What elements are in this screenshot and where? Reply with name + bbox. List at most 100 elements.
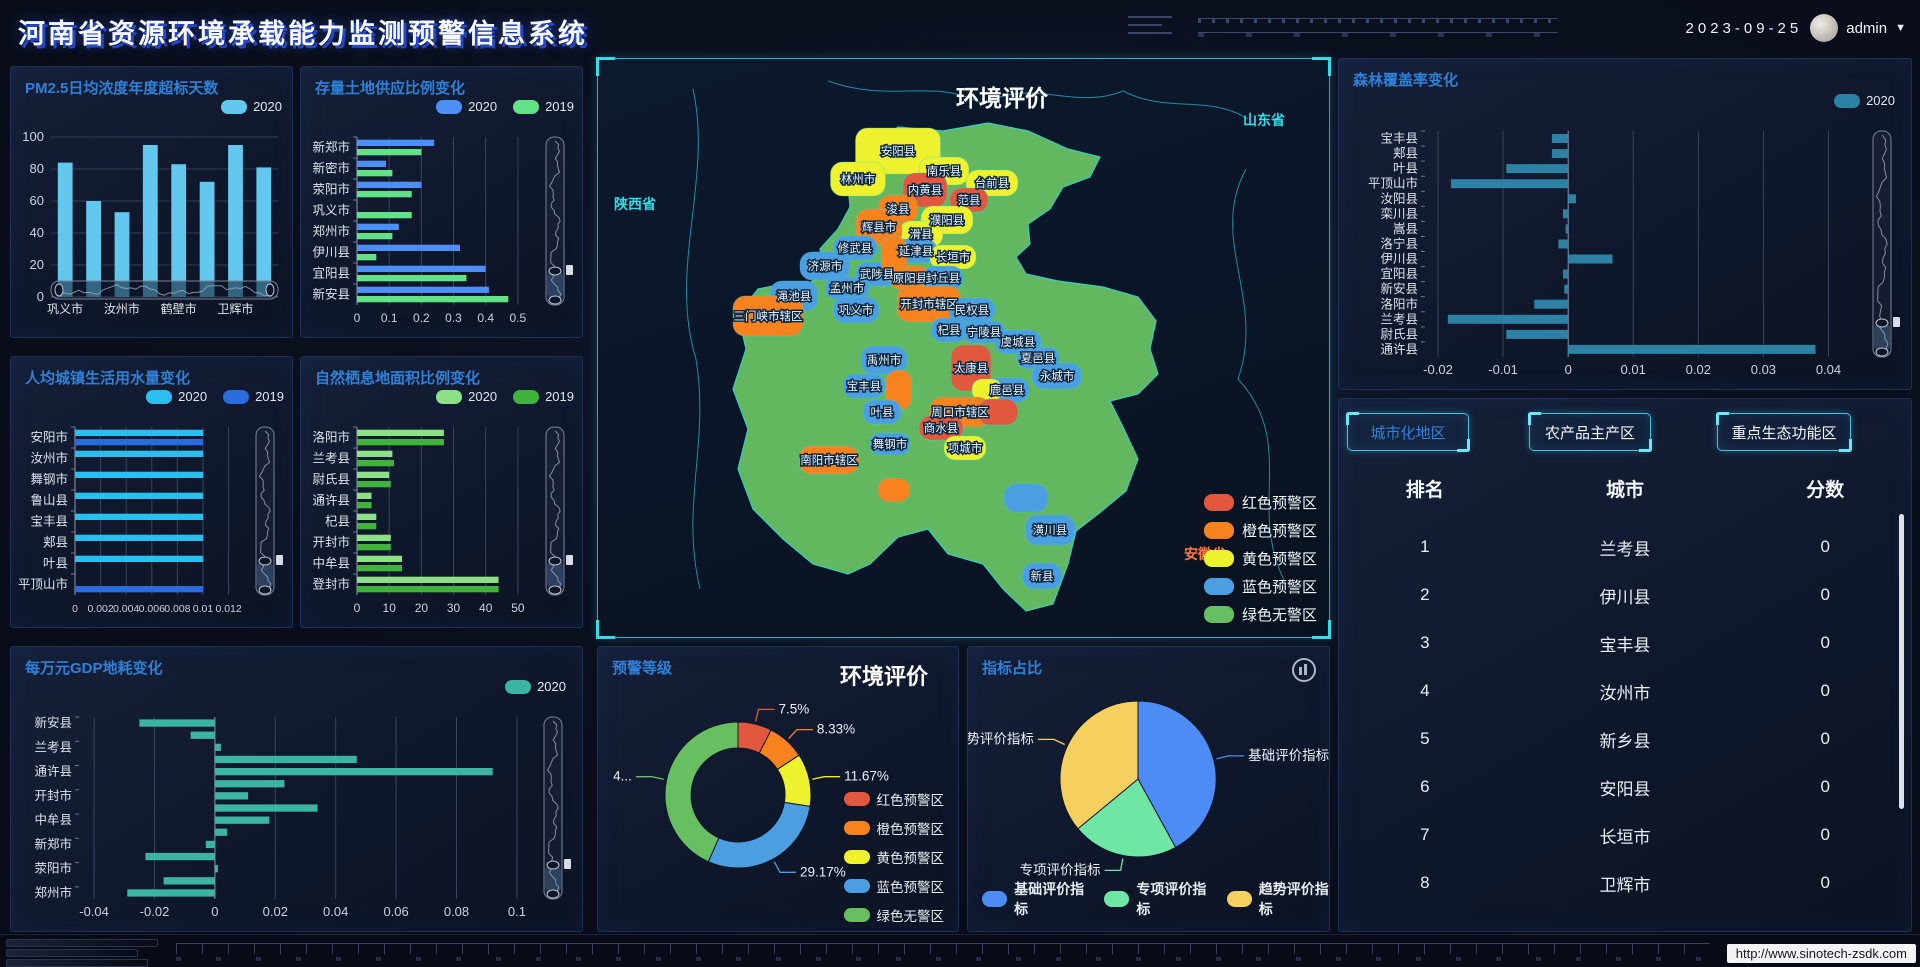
map-region bbox=[855, 208, 903, 246]
toolbox-chart-type-icon[interactable] bbox=[1291, 657, 1317, 688]
svg-text:新安县: 新安县 bbox=[1380, 281, 1418, 296]
legend-item[interactable]: 橙色预警区 bbox=[843, 818, 944, 838]
bar bbox=[214, 792, 249, 800]
map-region bbox=[1021, 562, 1063, 590]
app-title: 河南省资源环境承载能力监测预警信息系统 bbox=[18, 19, 588, 49]
svg-text:巩义市: 巩义市 bbox=[47, 301, 83, 316]
legend-item[interactable]: 专项评价指标 bbox=[1104, 879, 1206, 919]
legend-item[interactable]: 黄色预警区 bbox=[843, 847, 944, 867]
bar bbox=[357, 149, 422, 156]
map-region-label: 南阳市辖区 bbox=[800, 453, 858, 467]
bar bbox=[214, 865, 218, 873]
svg-text:通许县: 通许县 bbox=[312, 494, 350, 508]
bar bbox=[357, 170, 393, 177]
footer-timeline-ruler[interactable] bbox=[176, 943, 1710, 954]
bar bbox=[1506, 329, 1569, 339]
svg-text:宜阳县: 宜阳县 bbox=[1380, 266, 1418, 281]
bar bbox=[1568, 344, 1816, 354]
legend-item[interactable]: 绿色无警区 bbox=[843, 905, 944, 925]
map-region bbox=[880, 235, 908, 277]
bar bbox=[214, 780, 285, 788]
svg-text:0.02: 0.02 bbox=[263, 904, 288, 919]
gdp-legend[interactable]: 2020 bbox=[505, 679, 566, 694]
legend-item[interactable]: 2020 bbox=[436, 389, 497, 404]
map-region bbox=[732, 295, 804, 337]
warning-legend[interactable]: 红色预警区橙色预警区黄色预警区蓝色预警区绿色无警区 bbox=[843, 789, 944, 925]
user-menu-caret-icon[interactable]: ▼ bbox=[1895, 22, 1906, 34]
svg-text:通许县: 通许县 bbox=[34, 765, 72, 779]
map-legend-item[interactable]: 橙色预警区 bbox=[1203, 520, 1317, 541]
table-row: 4 汝州市 0 bbox=[1420, 681, 1830, 703]
legend-item[interactable]: 2020 bbox=[1834, 93, 1895, 108]
legend-item[interactable]: 2020 bbox=[505, 679, 566, 694]
legend-item[interactable]: 2019 bbox=[223, 389, 284, 404]
datazoom-slider bbox=[545, 426, 573, 596]
map-legend-item[interactable]: 蓝色预警区 bbox=[1203, 576, 1317, 597]
legend-item[interactable]: 2020 bbox=[221, 99, 282, 114]
legend-item[interactable]: 趋势评价指标 bbox=[1226, 879, 1329, 919]
map-region-label: 武陟县 bbox=[860, 267, 895, 281]
svg-text:-0.02: -0.02 bbox=[1423, 362, 1453, 377]
col-score: 分数 bbox=[1806, 480, 1845, 501]
tab-urbanized-area[interactable]: 城市化地区 bbox=[1346, 412, 1470, 452]
map-region-label: 内黄县 bbox=[908, 183, 943, 197]
legend-swatch-icon bbox=[1203, 578, 1234, 595]
bar bbox=[75, 492, 203, 499]
forest-legend[interactable]: 2020 bbox=[1834, 93, 1895, 108]
map-legend-item[interactable]: 黄色预警区 bbox=[1203, 548, 1317, 569]
map-title: 环境评价 bbox=[956, 85, 1048, 111]
footer-timeline-ruler-minor bbox=[176, 957, 1710, 961]
bar bbox=[357, 450, 393, 457]
province-boundary-line bbox=[1232, 168, 1287, 585]
legend-swatch-icon bbox=[1203, 606, 1234, 623]
ranking-scrollbar[interactable] bbox=[1899, 514, 1904, 809]
svg-text:平顶山市: 平顶山市 bbox=[1368, 176, 1418, 191]
map-region-label: 延津县 bbox=[899, 245, 934, 258]
legend-item[interactable]: 2020 bbox=[436, 99, 497, 114]
legend-item[interactable]: 2020 bbox=[146, 389, 207, 404]
map-region-label: 周口市辖区 bbox=[931, 405, 989, 419]
tab-agricultural-area[interactable]: 农产品主产区 bbox=[1528, 412, 1652, 452]
henan-map[interactable]: 安阳县 林州市 南乐县 台前县 内黄县 范县 浚县 濮阳县 滑县 辉县市 修武县 延津县 长垣市 济源市武… bbox=[598, 59, 1329, 637]
map-region bbox=[977, 398, 1019, 426]
land-legend[interactable]: 2020 2019 bbox=[436, 99, 574, 114]
datazoom-slider bbox=[50, 280, 279, 300]
svg-text:伊川县: 伊川县 bbox=[312, 246, 350, 260]
panel-pm25-title: PM2.5日均浓度年度超标天数 bbox=[25, 80, 219, 97]
map-region-label: 项城市 bbox=[948, 441, 983, 455]
legend-item[interactable]: 基础评价指标 bbox=[982, 879, 1084, 919]
table-row: 2 伊川县 0 bbox=[1420, 585, 1830, 607]
tab-ecological-area[interactable]: 重点生态功能区 bbox=[1716, 412, 1852, 452]
user-avatar bbox=[1810, 14, 1839, 42]
map-legend-item[interactable]: 红色预警区 bbox=[1203, 492, 1317, 513]
svg-text:郑州市: 郑州市 bbox=[312, 224, 350, 239]
indicators-legend[interactable]: 基础评价指标 专项评价指标 趋势评价指标 bbox=[982, 879, 1329, 919]
water-legend[interactable]: 2020 2019 bbox=[146, 389, 284, 404]
bar bbox=[75, 513, 203, 520]
bar bbox=[75, 450, 203, 457]
svg-text:8.33%: 8.33% bbox=[817, 722, 855, 737]
legend-item[interactable]: 2019 bbox=[513, 389, 574, 404]
svg-text:50: 50 bbox=[511, 601, 525, 615]
bar bbox=[357, 544, 391, 551]
habitat-legend[interactable]: 2020 2019 bbox=[436, 389, 574, 404]
panel-pm25: PM2.5日均浓度年度超标天数 2020 0 20 40 60 80 100 巩义市 汝州市 鹤… bbox=[10, 66, 293, 338]
svg-text:尉氏县: 尉氏县 bbox=[1380, 326, 1418, 341]
map-region-label: 安阳县 bbox=[881, 144, 916, 158]
svg-text:伊川县: 伊川县 bbox=[1380, 252, 1418, 266]
legend-swatch-icon bbox=[982, 891, 1008, 907]
map-legend-item[interactable]: 绿色无警区 bbox=[1203, 604, 1317, 625]
user-name[interactable]: admin bbox=[1846, 19, 1888, 37]
bar bbox=[357, 481, 391, 488]
water-chart: 0 0.002 0.004 0.006 0.008 0.01 0.012 安阳市 汝州市 舞钢市鲁… bbox=[15, 419, 288, 621]
legend-item[interactable]: 蓝色预警区 bbox=[843, 876, 944, 896]
map-region-label: 巩义市 bbox=[839, 303, 874, 317]
map-legend[interactable]: 红色预警区橙色预警区黄色预警区蓝色预警区绿色无警区 bbox=[1203, 492, 1317, 625]
legend-item[interactable]: 2019 bbox=[513, 99, 574, 114]
bar bbox=[139, 719, 215, 727]
svg-text:兰考县: 兰考县 bbox=[1380, 312, 1418, 326]
svg-text:30: 30 bbox=[447, 601, 461, 615]
pm25-legend[interactable]: 2020 bbox=[221, 99, 282, 114]
legend-item[interactable]: 红色预警区 bbox=[843, 789, 944, 809]
